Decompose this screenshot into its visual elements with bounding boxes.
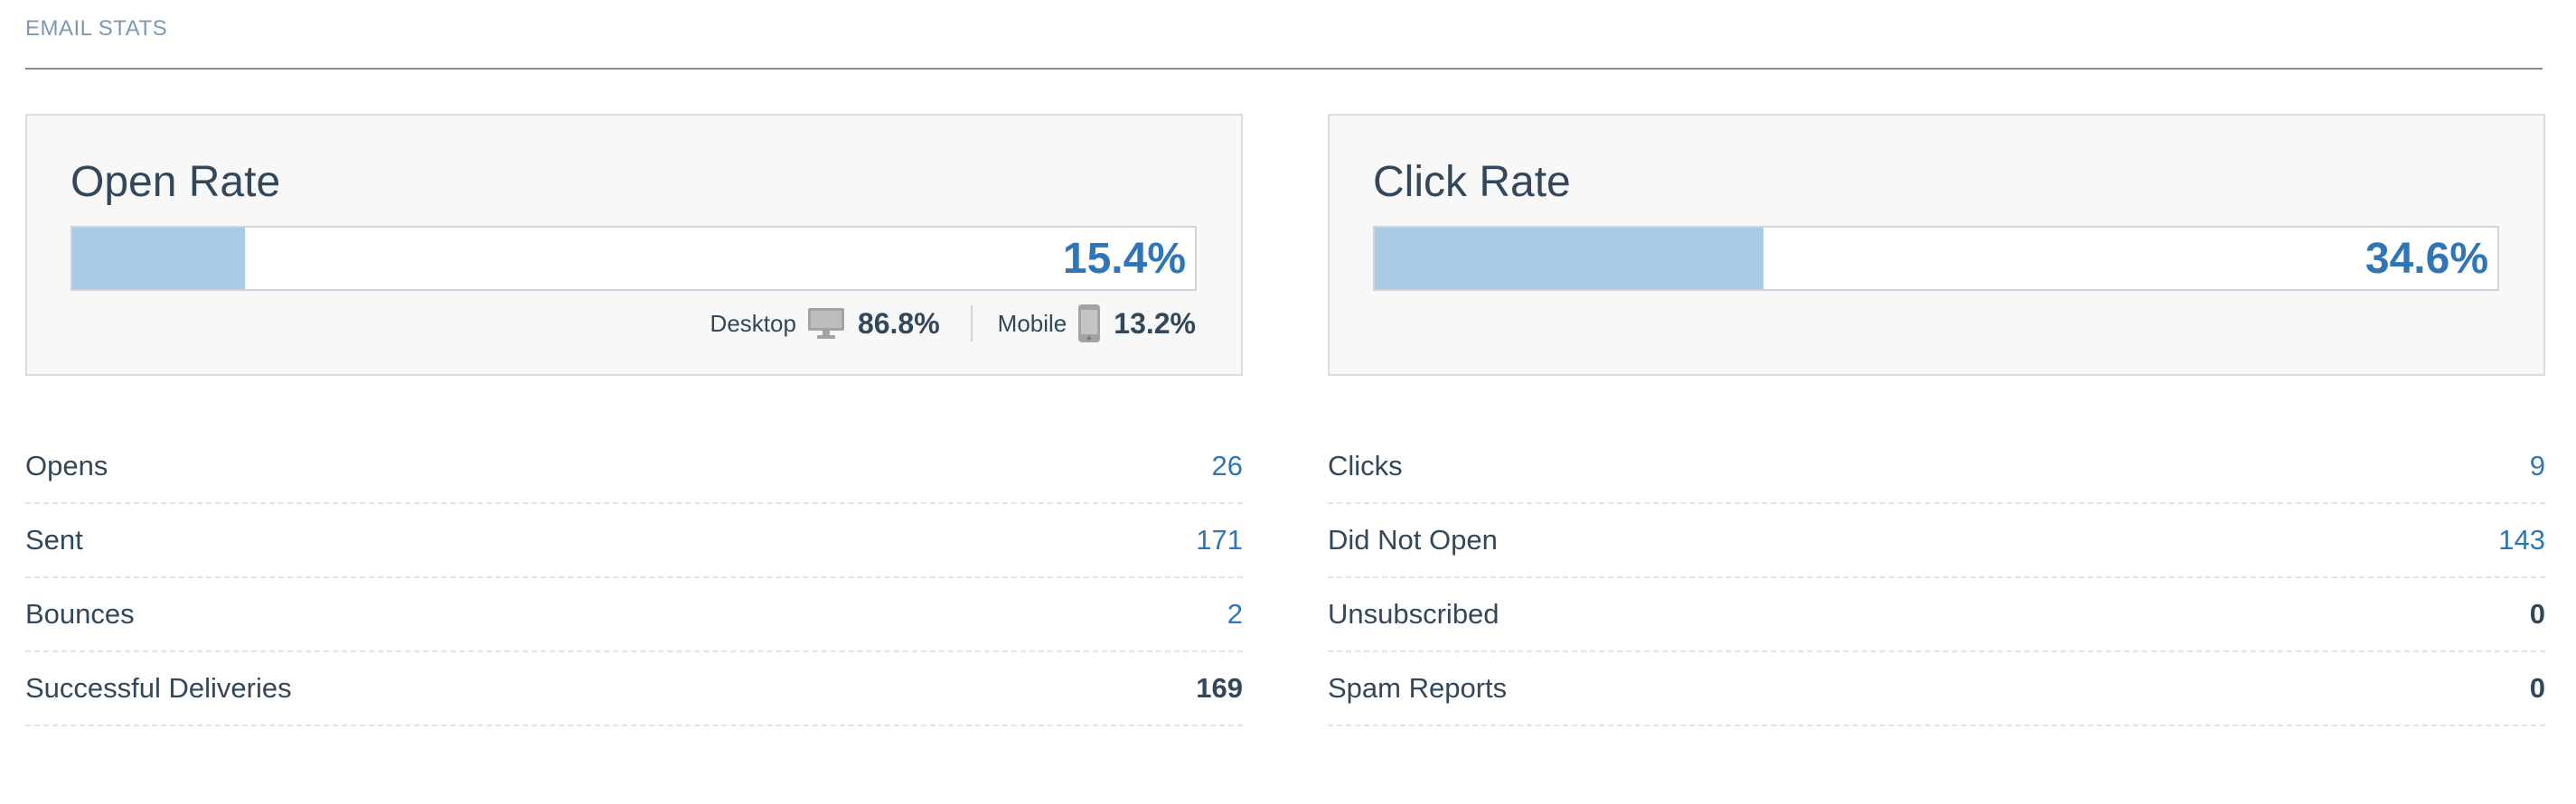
open-rate-column: Open Rate 15.4% Desktop 86.8% Mobile xyxy=(25,114,1243,726)
click-stats-list: Clicks 9 Did Not Open 143 Unsubscribed 0… xyxy=(1328,430,2545,726)
bounces-count-link[interactable]: 2 xyxy=(1227,598,1243,630)
desktop-percent: 86.8% xyxy=(857,306,940,340)
stat-row-spam-reports: Spam Reports 0 xyxy=(1328,652,2545,726)
stat-row-opens: Opens 26 xyxy=(25,430,1243,504)
did-not-open-count-link[interactable]: 143 xyxy=(2498,524,2545,556)
mobile-label: Mobile xyxy=(997,309,1067,337)
stat-label: Unsubscribed xyxy=(1328,598,1500,630)
desktop-monitor-icon xyxy=(807,307,845,340)
stat-row-clicks: Clicks 9 xyxy=(1328,430,2545,504)
section-title: EMAIL STATS xyxy=(25,16,168,41)
opens-count-link[interactable]: 26 xyxy=(1211,450,1243,481)
click-rate-bar-fill xyxy=(1375,228,1763,289)
mobile-phone-icon xyxy=(1077,304,1101,343)
click-rate-card: Click Rate 34.6% xyxy=(1328,114,2545,376)
stat-row-unsubscribed: Unsubscribed 0 xyxy=(1328,578,2545,652)
stat-label: Spam Reports xyxy=(1328,672,1508,704)
stat-label: Successful Deliveries xyxy=(25,672,292,704)
device-separator xyxy=(970,305,973,341)
stat-row-did-not-open: Did Not Open 143 xyxy=(1328,504,2545,578)
desktop-label: Desktop xyxy=(710,309,796,337)
stat-row-bounces: Bounces 2 xyxy=(25,578,1243,652)
open-rate-card: Open Rate 15.4% Desktop 86.8% Mobile xyxy=(25,114,1243,376)
mobile-percent: 13.2% xyxy=(1114,306,1196,340)
open-rate-value: 15.4% xyxy=(1062,234,1186,283)
stat-label: Opens xyxy=(25,450,108,481)
spam-reports-count: 0 xyxy=(2529,672,2545,704)
click-rate-value: 34.6% xyxy=(2364,234,2488,283)
stat-label: Sent xyxy=(25,524,83,556)
sent-count-link[interactable]: 171 xyxy=(1196,524,1243,556)
click-rate-title: Click Rate xyxy=(1373,158,1571,206)
stat-label: Did Not Open xyxy=(1328,524,1498,556)
unsubscribed-count: 0 xyxy=(2529,598,2545,630)
successful-deliveries-count: 169 xyxy=(1196,672,1243,704)
stat-row-sent: Sent 171 xyxy=(25,504,1243,578)
click-rate-column: Click Rate 34.6% Clicks 9 Did Not Open 1… xyxy=(1328,114,2545,726)
stat-label: Clicks xyxy=(1328,450,1403,481)
open-rate-title: Open Rate xyxy=(71,158,281,206)
stat-row-successful-deliveries: Successful Deliveries 169 xyxy=(25,652,1243,726)
open-rate-bar: 15.4% xyxy=(71,226,1197,291)
open-rate-bar-fill xyxy=(72,228,246,289)
open-stats-list: Opens 26 Sent 171 Bounces 2 Successful D… xyxy=(25,430,1243,726)
click-rate-bar: 34.6% xyxy=(1373,226,2499,291)
device-breakdown: Desktop 86.8% Mobile 13.2% xyxy=(710,304,1196,343)
title-divider xyxy=(25,68,2543,70)
clicks-count-link[interactable]: 9 xyxy=(2529,450,2545,481)
stat-label: Bounces xyxy=(25,598,135,630)
